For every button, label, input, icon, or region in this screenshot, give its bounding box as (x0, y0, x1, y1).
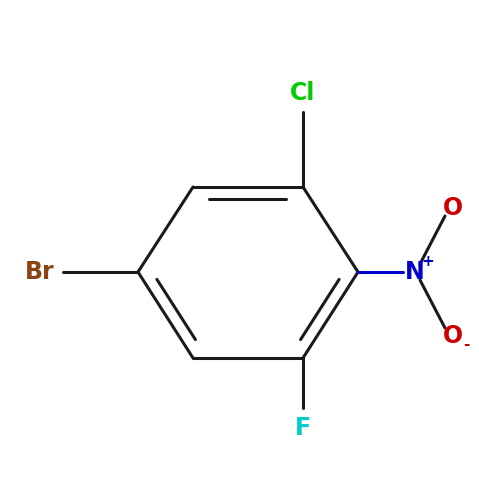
Text: N: N (405, 260, 425, 284)
Text: Cl: Cl (290, 81, 316, 105)
Text: -: - (463, 337, 469, 352)
Text: +: + (422, 254, 434, 270)
Text: Br: Br (25, 260, 55, 284)
Text: O: O (443, 324, 463, 348)
Text: O: O (443, 196, 463, 220)
Text: F: F (295, 416, 311, 440)
